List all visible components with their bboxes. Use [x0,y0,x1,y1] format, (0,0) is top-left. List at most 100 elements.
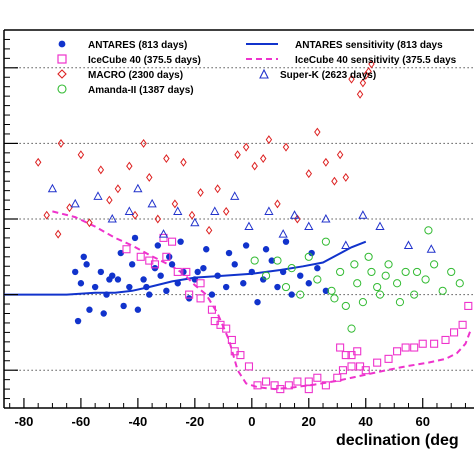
data-point [438,286,447,295]
data-point [281,282,291,292]
data-point [244,221,254,231]
data-point [242,242,250,249]
data-point [34,157,42,167]
data-point [174,280,181,287]
data-point [401,343,410,352]
data-point [424,226,433,235]
data-point [126,161,133,171]
data-point [313,373,322,382]
data-point [57,138,65,148]
data-point [282,238,290,245]
x-tick-label: -40 [128,414,147,429]
data-point [126,283,133,291]
data-point [356,89,364,99]
data-point [455,279,464,288]
data-point [163,287,170,295]
data-point [154,242,162,249]
data-point [196,279,205,288]
data-points [34,59,473,394]
data-point [163,154,170,163]
legend-label-icecube-sensitivity: IceCube 40 sensitivity (375.5 days [295,55,457,66]
legend-entry-antares: ANTARES (813 days) [58,40,187,51]
data-point [254,298,261,306]
data-point [353,347,362,356]
data-point [293,377,302,386]
data-point [103,291,110,298]
data-point [210,317,219,326]
data-point [158,229,169,238]
data-point [358,210,368,219]
data-point [54,229,62,239]
data-point [230,191,240,200]
data-point [134,306,142,313]
data-point [341,351,350,360]
legend-marker-superk [259,68,269,79]
data-point [214,272,221,279]
data-point [331,176,338,186]
data-point [114,276,122,283]
data-point [450,328,459,337]
data-point [274,283,281,291]
data-point [173,206,183,215]
legend-entry-antares-sensitivity: ANTARES sensitivity (813 days [246,40,443,51]
legend-entry-macro: MACRO (2300 days) [57,69,183,81]
data-point [358,298,368,307]
data-point [262,377,271,386]
data-point [361,366,370,375]
data-point [97,268,105,276]
data-point [200,264,207,272]
data-point [157,272,164,279]
data-point [131,234,139,242]
data-point [154,214,162,224]
data-point [106,276,113,283]
data-point [304,377,313,386]
data-point [70,198,80,208]
data-point [168,237,177,246]
data-point [447,267,456,277]
data-point [128,261,136,268]
data-point [347,362,356,371]
legend-label-icecube: IceCube 40 (375.5 days) [88,55,201,66]
data-point [188,210,196,220]
data-point [364,252,373,261]
data-point [395,298,405,307]
data-point [242,142,250,152]
series-3-points [47,183,436,253]
x-tick-label: -20 [185,414,204,429]
data-point [321,381,330,390]
data-point [207,305,216,314]
data-point [159,233,168,242]
data-point [296,290,305,299]
data-point [261,271,271,280]
data-point [336,343,345,352]
legend-entry-icecube: IceCube 40 (375.5 days) [57,54,201,66]
data-point [222,206,230,216]
x-tick-label: 40 [359,414,373,429]
data-point [86,218,93,228]
data-point [304,221,314,231]
legend-entry-icecube-sensitivity: IceCube 40 sensitivity (375.5 days [246,55,457,66]
data-point [279,268,287,276]
data-point [410,290,419,299]
data-point [197,188,204,197]
data-point [166,253,173,260]
data-point [93,191,103,200]
data-point [43,210,50,220]
data-point [100,310,107,317]
data-point [305,169,313,179]
series-4-points [250,226,464,333]
data-point [140,138,147,148]
x-tick-label: -80 [15,414,34,429]
data-point [194,268,201,276]
data-point [384,354,393,363]
legend-label-antares-sensitivity: ANTARES sensitivity (813 days [295,40,443,51]
data-point [86,306,93,313]
data-point [265,135,273,145]
data-point [333,373,342,382]
data-point [284,381,293,390]
data-point [330,294,339,303]
data-point [182,267,191,276]
legend-marker-antares [58,40,66,48]
